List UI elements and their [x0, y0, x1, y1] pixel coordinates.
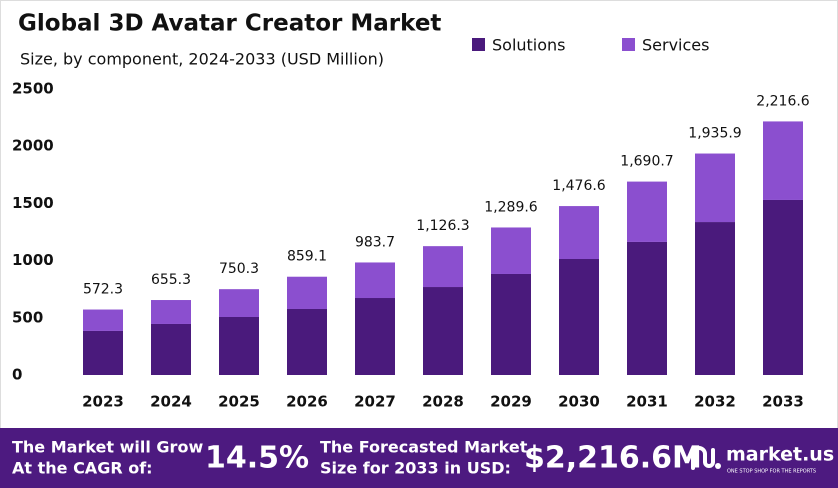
y-tick-label: 1500 — [12, 194, 54, 212]
footer-cagr-line: At the CAGR of: — [12, 459, 153, 478]
x-tick-label: 2030 — [558, 393, 600, 411]
x-tick-label: 2028 — [422, 393, 464, 411]
bar-segment — [219, 316, 259, 375]
bar-segment — [491, 227, 531, 274]
total-label: 983.7 — [355, 234, 395, 250]
footer-cagr-line: The Market will Grow — [12, 438, 203, 457]
y-tick-label: 2500 — [12, 80, 54, 98]
y-tick-label: 500 — [12, 308, 43, 326]
legend-swatch — [622, 38, 635, 51]
brand-name: market.us — [726, 444, 834, 466]
legend-swatch — [472, 38, 485, 51]
x-tick-label: 2025 — [218, 393, 260, 411]
total-label: 1,126.3 — [416, 218, 469, 234]
bar-segment — [695, 153, 735, 223]
total-label: 1,690.7 — [620, 154, 673, 170]
x-tick-label: 2029 — [490, 393, 532, 411]
bar-segment — [151, 300, 191, 324]
bar-segment — [559, 206, 599, 259]
total-label: 1,935.9 — [688, 126, 741, 142]
x-tick-label: 2031 — [626, 393, 668, 411]
bar-segment — [83, 309, 123, 331]
bar-segment — [627, 181, 667, 242]
bar-segment — [219, 289, 259, 317]
bar-segment — [559, 258, 599, 375]
y-tick-label: 0 — [12, 366, 22, 384]
bar-segment — [491, 273, 531, 375]
bar-segment — [763, 199, 803, 375]
bar-segment — [695, 222, 735, 375]
footer-cagr-value: 14.5% — [205, 441, 309, 476]
bar-segment — [627, 241, 667, 375]
x-tick-label: 2023 — [82, 393, 124, 411]
chart-subtitle: Size, by component, 2024-2033 (USD Milli… — [20, 50, 384, 69]
total-label: 655.3 — [151, 272, 191, 288]
chart-title: Global 3D Avatar Creator Market — [18, 11, 441, 37]
legend-label: Services — [642, 36, 709, 55]
total-label: 1,476.6 — [552, 178, 606, 194]
bar-segment — [763, 121, 803, 200]
bar-segment — [423, 246, 463, 288]
bar-segment — [151, 323, 191, 375]
bar-segment — [423, 287, 463, 375]
total-label: 859.1 — [287, 249, 327, 265]
brand-logo — [691, 446, 721, 470]
x-tick-label: 2033 — [762, 393, 804, 411]
total-label: 750.3 — [219, 261, 259, 277]
footer-forecast-value: $2,216.6M — [524, 441, 702, 476]
brand-tagline: ONE STOP SHOP FOR THE REPORTS — [727, 469, 816, 475]
legend-label: Solutions — [492, 36, 566, 55]
x-tick-label: 2027 — [354, 393, 396, 411]
y-tick-label: 2000 — [12, 137, 54, 155]
bar-segment — [355, 262, 395, 299]
footer-band — [0, 428, 838, 488]
total-label: 572.3 — [83, 282, 123, 298]
total-label: 2,216.6 — [756, 93, 810, 109]
footer-forecast-line: The Forecasted Market — [320, 438, 528, 457]
footer-forecast-line: Size for 2033 in USD: — [320, 459, 511, 478]
x-tick-label: 2032 — [694, 393, 736, 411]
x-tick-label: 2024 — [150, 393, 192, 411]
x-tick-label: 2026 — [286, 393, 328, 411]
y-tick-label: 1000 — [12, 251, 54, 269]
bar-segment — [287, 276, 327, 309]
bar-segment — [355, 298, 395, 375]
bar-segment — [287, 308, 327, 375]
total-label: 1,289.6 — [484, 199, 538, 215]
bar-segment — [83, 330, 123, 375]
